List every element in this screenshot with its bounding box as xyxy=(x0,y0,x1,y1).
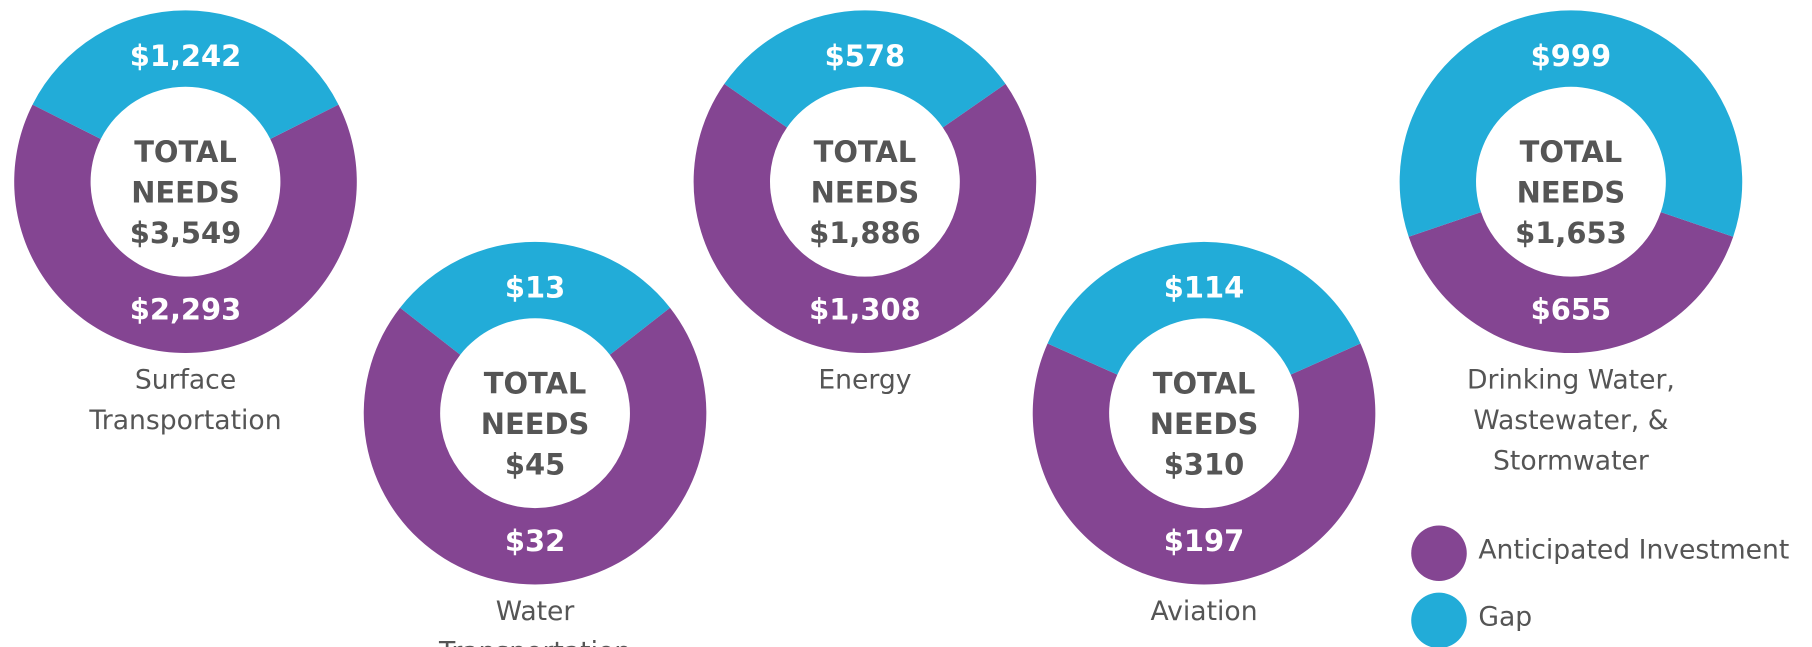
center-label: NEEDS xyxy=(1150,407,1259,441)
total-label: $1,886 xyxy=(809,216,921,250)
segment-anticipated xyxy=(363,307,707,585)
chart-title: Water xyxy=(496,596,575,627)
segment-gap xyxy=(724,10,1006,128)
segment-anticipated xyxy=(1032,343,1376,585)
value-label: $2,293 xyxy=(130,292,242,326)
value-label: $13 xyxy=(505,270,565,304)
chart-title: Transportation xyxy=(438,636,631,647)
legend-label: Anticipated Investment xyxy=(1478,534,1789,565)
value-label: $655 xyxy=(1531,292,1612,326)
total-label: $310 xyxy=(1164,447,1245,481)
center-label: TOTAL xyxy=(134,135,237,169)
chart-title: Wastewater, & xyxy=(1473,405,1668,436)
center-label: TOTAL xyxy=(1520,135,1623,169)
value-label: $197 xyxy=(1164,524,1245,558)
value-label: $114 xyxy=(1164,270,1245,304)
value-label: $32 xyxy=(505,524,565,558)
segment-anticipated xyxy=(1408,212,1734,354)
center-label: NEEDS xyxy=(131,175,240,209)
value-label: $1,308 xyxy=(809,292,921,326)
value-label: $999 xyxy=(1531,39,1612,73)
total-label: $45 xyxy=(505,447,565,481)
chart-title: Drinking Water, xyxy=(1467,364,1675,395)
chart-title: Transportation xyxy=(88,405,281,436)
segment-gap xyxy=(32,10,339,139)
chart-title: Aviation xyxy=(1151,596,1258,627)
legend-swatch xyxy=(1411,592,1467,647)
chart-title: Energy xyxy=(818,364,911,395)
chart-title: Stormwater xyxy=(1493,445,1649,476)
segment-gap xyxy=(1047,241,1361,375)
center-label: TOTAL xyxy=(484,366,587,400)
center-label: NEEDS xyxy=(1517,175,1626,209)
center-label: TOTAL xyxy=(1153,366,1256,400)
value-label: $1,242 xyxy=(130,39,242,73)
center-label: TOTAL xyxy=(814,135,917,169)
total-label: $1,653 xyxy=(1515,216,1627,250)
legend-swatch xyxy=(1411,525,1467,582)
center-label: NEEDS xyxy=(811,175,920,209)
center-label: NEEDS xyxy=(481,407,590,441)
segment-gap xyxy=(400,241,671,355)
value-label: $578 xyxy=(825,39,906,73)
chart-title: Surface xyxy=(135,364,236,395)
segment-gap xyxy=(1399,10,1743,237)
segment-anticipated xyxy=(693,83,1037,354)
segment-anticipated xyxy=(14,104,357,354)
legend-label: Gap xyxy=(1478,602,1532,633)
total-label: $3,549 xyxy=(130,216,242,250)
